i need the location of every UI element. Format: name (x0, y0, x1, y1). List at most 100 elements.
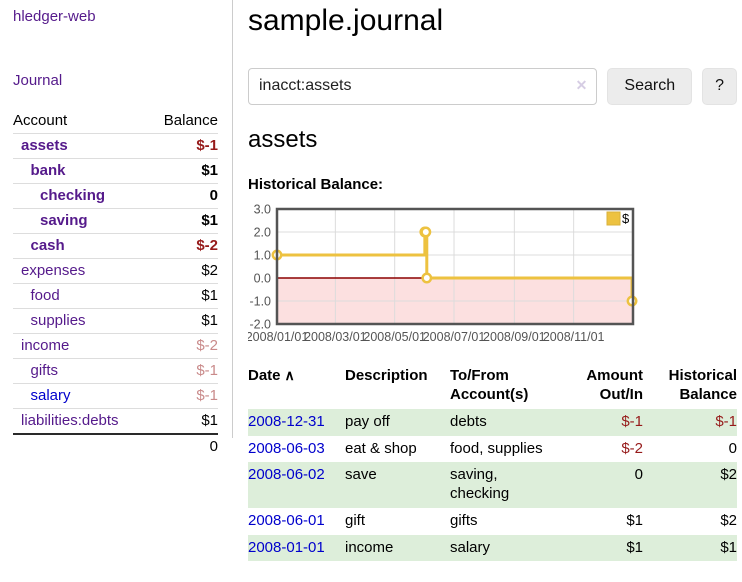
register-header-row: Date ∧ Description To/From Account(s) Amo… (248, 365, 737, 409)
register-amount-cell: $-1 (621, 412, 643, 430)
account-balance: $-1 (148, 133, 218, 159)
account-row: salary $-1 (13, 383, 218, 409)
register-date-link[interactable]: 2008-06-03 (248, 439, 325, 457)
svg-text:0.0: 0.0 (254, 272, 271, 286)
register-date-link[interactable]: 2008-06-01 (248, 511, 325, 529)
sidebar-account-link[interactable]: supplies (30, 312, 86, 329)
account-row: expenses $2 (13, 258, 218, 284)
sidebar-account-link[interactable]: salary (30, 387, 71, 404)
svg-text:2008/07/01: 2008/07/01 (423, 330, 486, 344)
register-accounts-cell: gifts (450, 511, 478, 529)
account-balance: $-2 (148, 233, 218, 259)
register-date-cell: 2008-06-03 (248, 436, 345, 463)
date-header-label: Date (248, 367, 281, 385)
account-balance: $-1 (148, 358, 218, 384)
svg-text:2008/05/01: 2008/05/01 (363, 330, 426, 344)
svg-text:3.0: 3.0 (254, 203, 271, 217)
svg-text:2008/11/01: 2008/11/01 (543, 330, 605, 344)
register-description-cell: income (345, 538, 394, 556)
clear-search-icon[interactable]: ✕ (575, 76, 588, 93)
balance-column-header-main: Historical Balance (668, 367, 737, 404)
register-amount-cell: 0 (634, 466, 643, 484)
chart-container: $3.0 2.0 1.0 0.0 -1.0 -2.0 2008/01/01 2008/03/0… (246, 202, 737, 350)
svg-text:2008/01/01: 2008/01/01 (248, 330, 308, 344)
register-accounts-cell: salary (450, 538, 491, 556)
search-button[interactable]: Search (607, 67, 693, 105)
historical-balance-chart: $3.0 2.0 1.0 0.0 -1.0 -2.02008/01/012008/03/0… (246, 203, 638, 344)
register-row[interactable]: 2008-06-01 gift gifts $1 $2 (248, 508, 737, 535)
register-amount-cell: $-2 (621, 439, 643, 457)
register-table: Date ∧ Description To/From Account(s) Amo… (248, 365, 737, 562)
sidebar-account-link[interactable]: cash (30, 237, 65, 254)
page-title: sample.journal (248, 4, 444, 37)
account-column-header: Account (13, 112, 68, 129)
register-description-cell: eat & shop (345, 439, 417, 457)
account-row: checking 0 (13, 183, 218, 209)
account-row: cash $-2 (13, 233, 218, 259)
accounts-header-row: Account Balance (13, 108, 218, 134)
register-row[interactable]: 2008-06-02 save saving, checking 0 $2 (248, 462, 737, 508)
sort-ascending-icon: ∧ (284, 367, 295, 384)
register-date-link[interactable]: 2008-12-31 (248, 412, 325, 430)
account-balance: $2 (148, 258, 218, 284)
sidebar-item-journal[interactable]: Journal (13, 72, 63, 89)
svg-text:2008/03/01: 2008/03/01 (304, 330, 367, 344)
register-balance-cell: $2 (720, 511, 737, 529)
account-row: liabilities:debts $1 (13, 408, 218, 434)
legend-label: $ (622, 211, 630, 226)
register-row[interactable]: 2008-06-03 eat & shop food, supplies $-2 0 (248, 436, 737, 463)
search-input[interactable] (248, 67, 598, 105)
date-column-header[interactable]: Date ∧ (248, 365, 345, 409)
register-balance-cell: $-1 (715, 412, 737, 430)
register-accounts-cell: debts (450, 412, 487, 430)
account-balance: $1 (148, 408, 218, 434)
register-description-cell: pay off (345, 412, 390, 430)
account-balance: $1 (148, 283, 218, 309)
register-date-link[interactable]: 2008-01-01 (248, 538, 325, 556)
accounts-balance-table: Account Balance assets $-1 bank $1 checking 0… (13, 108, 218, 459)
main-content: sample.journal ✕ Search ? assets Histori… (246, 0, 737, 562)
register-date-cell: 2008-06-01 (248, 508, 345, 535)
sidebar-account-link[interactable]: income (21, 337, 70, 354)
accounts-total-row: 0 (13, 433, 218, 459)
svg-text:1.0: 1.0 (254, 249, 271, 263)
register-amount-cell: $1 (626, 538, 643, 556)
sidebar-account-link[interactable]: gifts (30, 362, 59, 379)
help-button[interactable]: ? (702, 67, 737, 105)
total-spacer (13, 433, 149, 459)
svg-text:-1.0: -1.0 (249, 295, 271, 309)
total-balance: 0 (148, 433, 218, 459)
brand-link[interactable]: hledger-web (13, 8, 96, 25)
account-row: income $-2 (13, 333, 218, 359)
sidebar-account-link[interactable]: checking (40, 187, 106, 204)
sidebar-account-link[interactable]: liabilities:debts (21, 412, 119, 429)
svg-text:-2.0: -2.0 (249, 318, 271, 332)
register-row[interactable]: 2008-01-01 income salary $1 $1 (248, 534, 737, 562)
register-date-link[interactable]: 2008-06-02 (248, 466, 325, 484)
amount-column-header: Amount Out/In (586, 367, 643, 404)
sidebar: hledger-web Journal Account Balance asse… (0, 0, 232, 459)
sidebar-account-link[interactable]: expenses (21, 262, 86, 279)
register-balance-cell: 0 (728, 439, 737, 457)
register-balance-cell: $2 (720, 466, 737, 484)
account-balance: $1 (148, 208, 218, 234)
balance-column-header: Balance (163, 112, 218, 129)
account-balance: $1 (148, 158, 218, 184)
sidebar-account-link[interactable]: food (30, 287, 60, 304)
sidebar-account-link[interactable]: assets (21, 137, 68, 154)
register-date-cell: 2008-12-31 (248, 409, 345, 436)
sidebar-account-link[interactable]: saving (40, 212, 88, 229)
account-row: assets $-1 (13, 133, 218, 159)
register-row[interactable]: 2008-12-31 pay off debts $-1 $-1 (248, 408, 737, 436)
description-column-header: Description (345, 367, 428, 385)
legend-swatch (606, 211, 621, 226)
account-heading: assets (248, 125, 318, 153)
account-row: saving $1 (13, 208, 218, 234)
register-balance-cell: $1 (720, 538, 737, 556)
register-date-cell: 2008-01-01 (248, 535, 345, 562)
register-description-cell: gift (345, 511, 366, 529)
account-balance: $-2 (148, 333, 218, 359)
sidebar-account-link[interactable]: bank (30, 162, 66, 179)
accounts-column-header: To/From Account(s) (450, 367, 529, 404)
pane-divider (232, 0, 233, 438)
